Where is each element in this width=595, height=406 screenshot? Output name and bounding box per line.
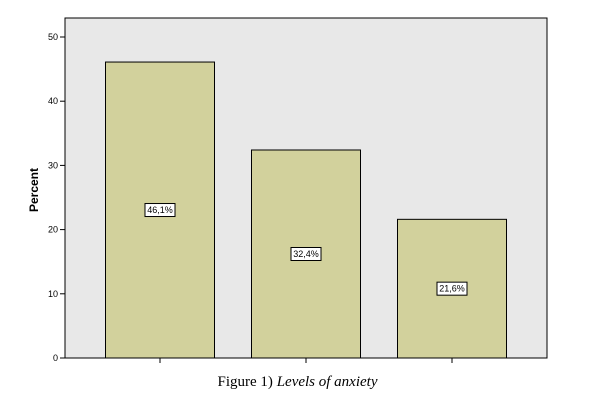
figure-title: Levels of anxiety — [276, 374, 378, 390]
data-labels: 46,1% 32,4% 21,6% — [144, 203, 468, 296]
y-tick-label: 30 — [48, 160, 58, 170]
data-label-box — [290, 246, 322, 261]
figure-number: Figure 1) — [217, 374, 273, 390]
y-axis-label: Percent — [27, 168, 41, 212]
data-label: 32,4% — [293, 249, 319, 259]
y-tick-label: 50 — [48, 32, 58, 42]
y-tick-label: 20 — [48, 225, 58, 235]
data-label: 46,1% — [147, 205, 173, 215]
data-label: 21,6% — [439, 284, 465, 294]
x-axis — [159, 358, 453, 363]
y-tick-label: 0 — [53, 353, 58, 363]
y-tick-label: 10 — [48, 289, 58, 299]
figure-caption: Figure 1) Levels of anxiety — [0, 374, 595, 391]
y-axis: 0 10 20 30 40 50 — [48, 32, 65, 363]
data-label-box — [144, 203, 176, 218]
data-label-box — [436, 281, 468, 296]
y-tick-label: 40 — [48, 96, 58, 106]
